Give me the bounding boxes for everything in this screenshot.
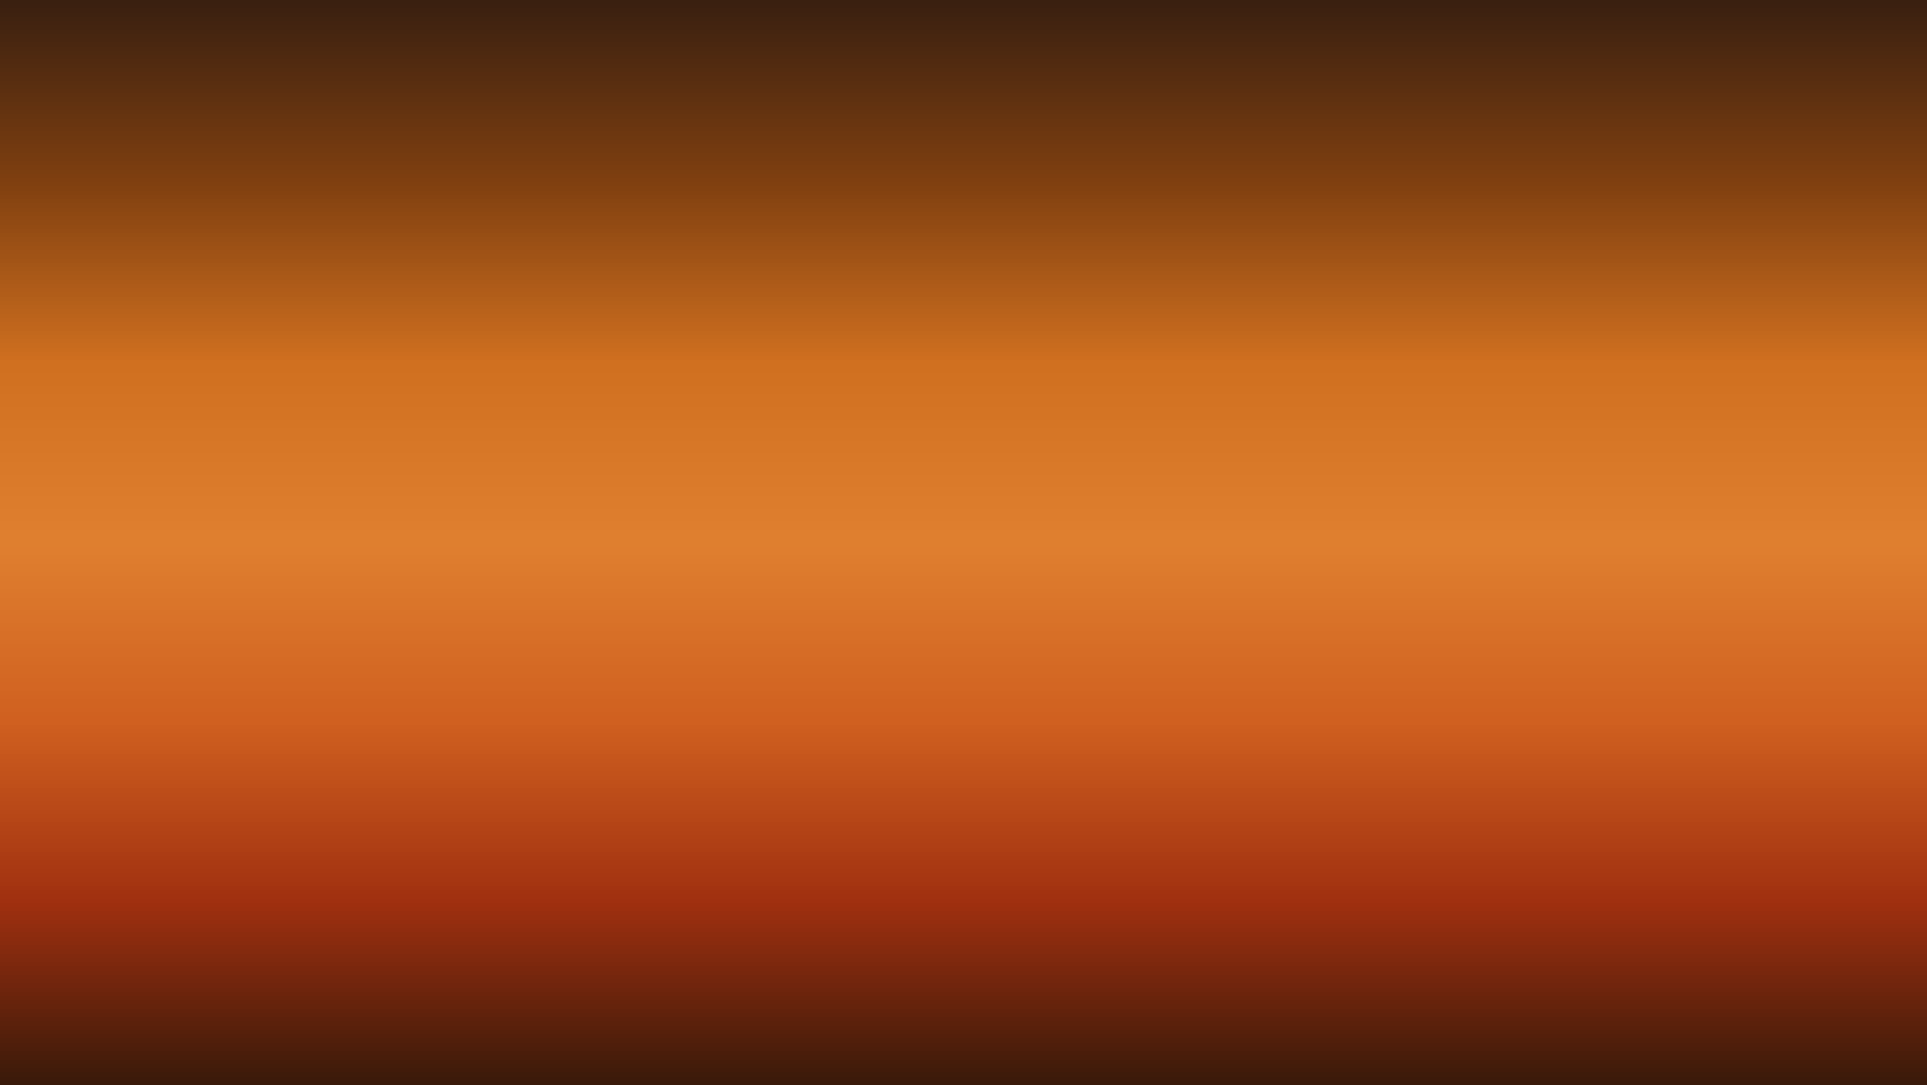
Text: 8.7: 8.7 (1360, 188, 1409, 216)
Bar (1499, 792, 1678, 864)
Text: 2023: 2023 (326, 834, 403, 863)
Text: 2022: 2022 (1345, 834, 1424, 863)
Text: -1.1: -1.1 (1559, 873, 1619, 902)
Title: CARVANA Total Assets/ Equity (Billion $): CARVANA Total Assets/ Equity (Billion $) (497, 61, 1507, 103)
Legend: Total assets, Equity: Total assets, Equity (742, 1026, 1262, 1076)
Text: -0.4: -0.4 (538, 828, 599, 856)
Bar (1295, 226, 1474, 792)
Text: 7.1: 7.1 (339, 292, 389, 320)
Bar (480, 792, 657, 818)
Bar (276, 330, 453, 792)
